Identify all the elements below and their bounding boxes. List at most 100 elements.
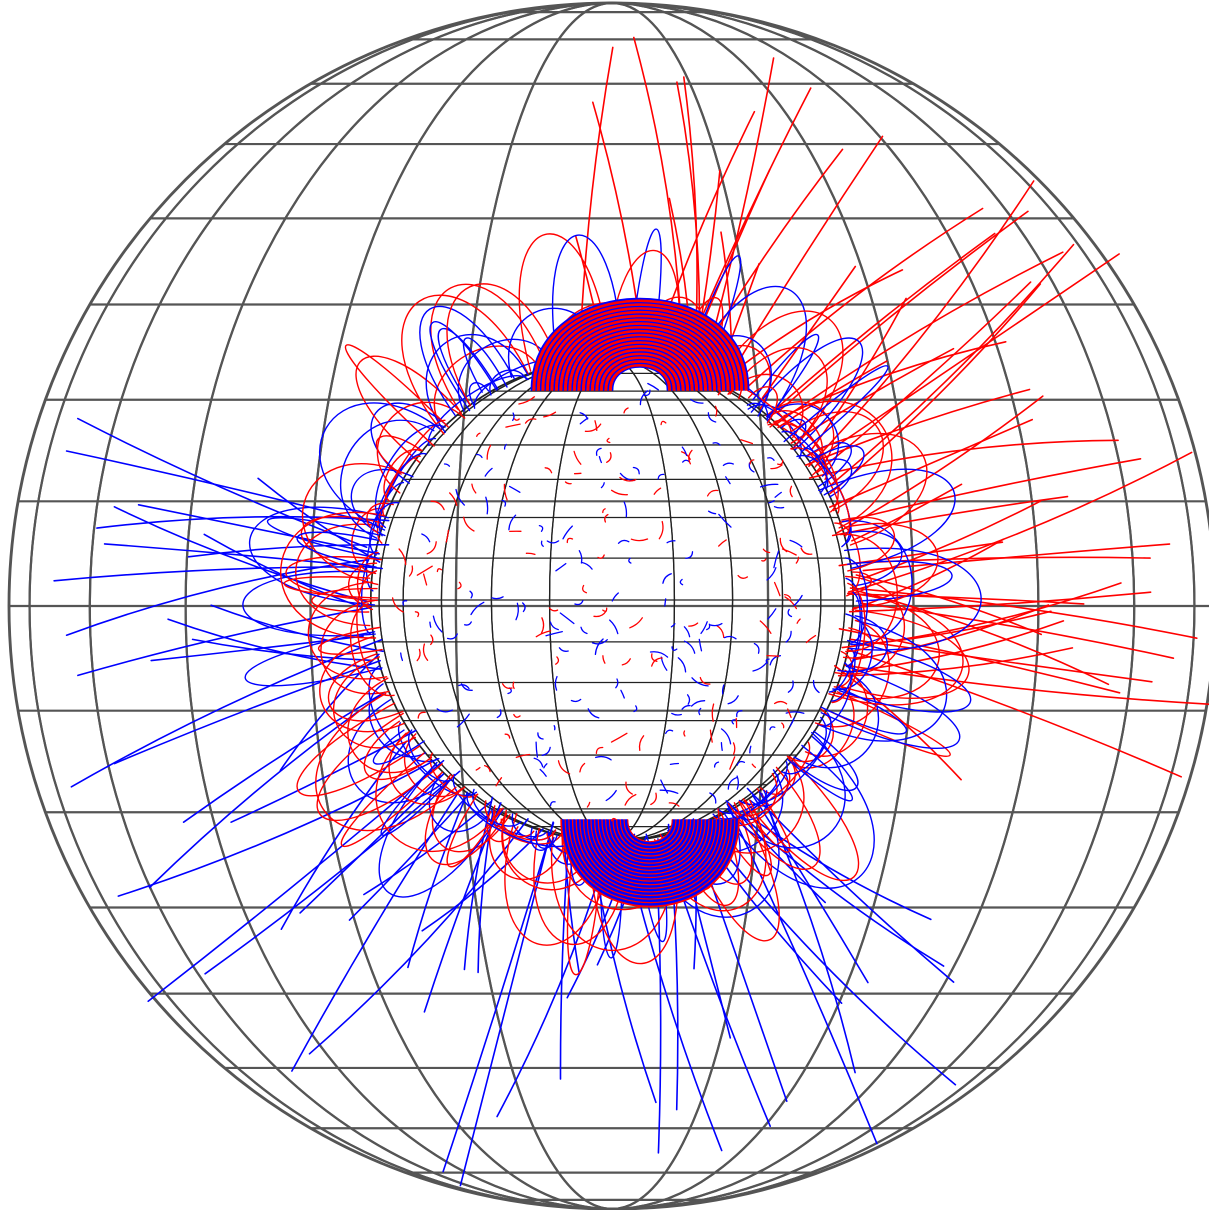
- active-region-bundle-south: [616, 819, 684, 853]
- active-region-bundle-south: [615, 819, 685, 854]
- surface-loop: [512, 412, 515, 422]
- surface-loop: [691, 677, 709, 687]
- surface-loop: [677, 657, 687, 673]
- surface-loop: [707, 412, 717, 423]
- open-field-line-negative: [563, 845, 581, 975]
- surface-loop: [485, 496, 489, 515]
- surface-loop: [456, 713, 470, 728]
- surface-loop: [621, 658, 631, 666]
- closed-loop-positive: [320, 599, 390, 695]
- active-region-bundle-north: [593, 350, 687, 391]
- closed-loop-positive: [375, 731, 504, 853]
- active-region-bundle-north: [539, 305, 741, 391]
- closed-loop-positive: [493, 805, 535, 838]
- open-field-line-negative: [442, 822, 555, 1173]
- active-region-bundle-south: [572, 819, 728, 896]
- closed-loop-positive: [748, 386, 779, 424]
- closed-loop-negative: [318, 402, 441, 531]
- active-region-bundle-south: [613, 819, 687, 856]
- surface-loop: [690, 700, 706, 707]
- surface-loop: [662, 573, 672, 584]
- surface-loop: [555, 656, 560, 665]
- open-field-line-positive: [838, 458, 1142, 524]
- surface-loop: [430, 500, 445, 511]
- surface-loop: [421, 533, 431, 543]
- surface-loop: [443, 463, 451, 467]
- closed-loop-positive: [344, 344, 449, 447]
- surface-loop: [800, 547, 813, 555]
- closed-loop-negative: [781, 716, 827, 775]
- open-field-line-negative: [147, 759, 445, 1003]
- active-region-bundle-south: [620, 819, 680, 849]
- active-region-bundle-north: [586, 344, 694, 391]
- open-field-line-positive: [831, 495, 1069, 537]
- closed-loop-negative: [462, 337, 508, 393]
- open-field-line-negative: [257, 477, 381, 563]
- surface-loop: [508, 514, 517, 531]
- surface-loop: [789, 485, 793, 498]
- surface-loop: [628, 557, 632, 564]
- surface-loop: [683, 626, 691, 638]
- active-region-bundle-north: [551, 315, 729, 391]
- active-region-bundle-south: [598, 819, 702, 871]
- surface-loop: [785, 630, 792, 643]
- active-region-bundle-south: [577, 819, 723, 891]
- closed-loop-positive: [446, 794, 502, 868]
- surface-loop: [606, 452, 612, 463]
- surface-loop: [787, 708, 792, 719]
- surface-loop: [748, 462, 755, 473]
- active-region-bundle-south: [600, 819, 700, 868]
- surface-loop: [647, 382, 659, 391]
- open-field-line-positive: [844, 664, 1209, 706]
- surface-loop: [617, 539, 630, 544]
- open-field-line-negative: [299, 773, 445, 914]
- open-field-line-positive: [804, 388, 1031, 466]
- open-field-line-negative: [191, 638, 372, 662]
- surface-loop: [812, 679, 820, 694]
- closed-loop-positive: [333, 656, 416, 749]
- surface-loop: [766, 654, 780, 657]
- open-field-line-negative: [204, 770, 461, 975]
- active-region-bundle-north: [554, 318, 726, 391]
- closed-loop-positive: [316, 712, 443, 822]
- surface-loop: [759, 620, 772, 634]
- surface-loop: [657, 473, 665, 480]
- surface-loop: [503, 483, 508, 501]
- closed-loop-positive: [366, 502, 394, 533]
- closed-loop-negative: [296, 531, 379, 568]
- surface-loop: [483, 764, 491, 773]
- open-field-line-negative: [167, 618, 382, 670]
- surface-loop: [768, 500, 775, 504]
- closed-loop-negative: [244, 631, 383, 687]
- active-region-bundle-north: [547, 311, 733, 391]
- surface-loop: [666, 540, 676, 544]
- active-region-bundle-north: [584, 343, 696, 391]
- open-field-line-positive: [815, 253, 1120, 461]
- surface-loop: [436, 708, 453, 713]
- open-field-line-negative: [70, 639, 383, 788]
- surface-loop: [555, 562, 567, 572]
- active-region-bundle-south: [564, 819, 736, 904]
- closed-loop-negative: [347, 699, 448, 804]
- active-region-bundle-south: [603, 819, 697, 866]
- closed-loop-negative: [468, 382, 490, 407]
- surface-loop: [709, 729, 713, 743]
- closed-loop-negative: [530, 827, 555, 851]
- closed-loop-negative: [380, 763, 451, 836]
- surface-loop: [781, 548, 797, 556]
- surface-loop: [737, 574, 749, 579]
- surface-loop: [501, 683, 513, 689]
- surface-loop: [549, 621, 559, 631]
- surface-loop: [781, 722, 785, 729]
- closed-loop-negative: [535, 830, 558, 849]
- closed-loop-positive: [780, 423, 839, 513]
- open-field-line-positive: [808, 180, 1035, 467]
- closed-loop-negative: [786, 744, 854, 802]
- surface-loop: [683, 730, 686, 737]
- surface-loop: [553, 725, 556, 731]
- surface-loop: [639, 390, 649, 406]
- open-field-line-negative: [308, 818, 529, 1055]
- surface-loop: [595, 447, 602, 456]
- open-field-line-positive: [846, 648, 1182, 778]
- surface-loop: [725, 476, 731, 485]
